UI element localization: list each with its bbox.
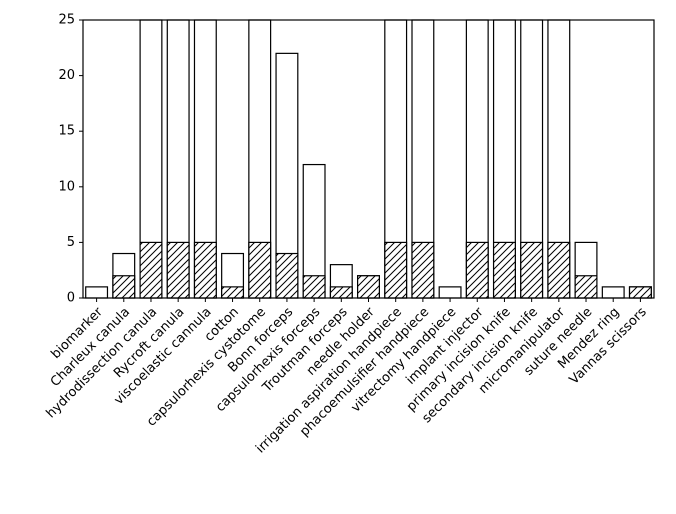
bar-hatched: [628, 286, 652, 299]
bar-hatched: [574, 275, 598, 299]
bar-hatched: [139, 241, 163, 299]
bar-hatched: [547, 241, 571, 299]
bar-hatched: [221, 286, 245, 299]
bar-hatched: [411, 241, 435, 299]
bar-hatched: [357, 275, 380, 299]
bar-hatched: [520, 241, 544, 299]
y-tick-label: 20: [58, 68, 75, 83]
x-tick-label: hydrodissection canula: [44, 305, 161, 422]
bar-hatched: [166, 241, 190, 299]
bar-hatched: [193, 241, 217, 299]
bar-hatched: [112, 275, 136, 299]
bar-total: [85, 286, 109, 299]
y-tick-label: 15: [58, 124, 75, 139]
bar-total: [438, 286, 462, 299]
bar-hatched: [302, 275, 326, 299]
bar-hatched: [465, 241, 489, 299]
plot-frame: [82, 19, 655, 299]
bar-total: [601, 286, 625, 299]
bars-layer: [85, 19, 652, 299]
y-tick-label: 5: [67, 235, 75, 250]
bar-hatched: [492, 241, 516, 299]
bar-hatched: [248, 241, 272, 299]
bar-hatched: [329, 286, 353, 299]
bar-hatched: [275, 252, 299, 299]
y-tick-label: 25: [58, 13, 75, 28]
y-tick-label: 10: [58, 179, 75, 194]
bar-hatched: [384, 241, 408, 299]
y-tick-label: 0: [67, 291, 75, 306]
